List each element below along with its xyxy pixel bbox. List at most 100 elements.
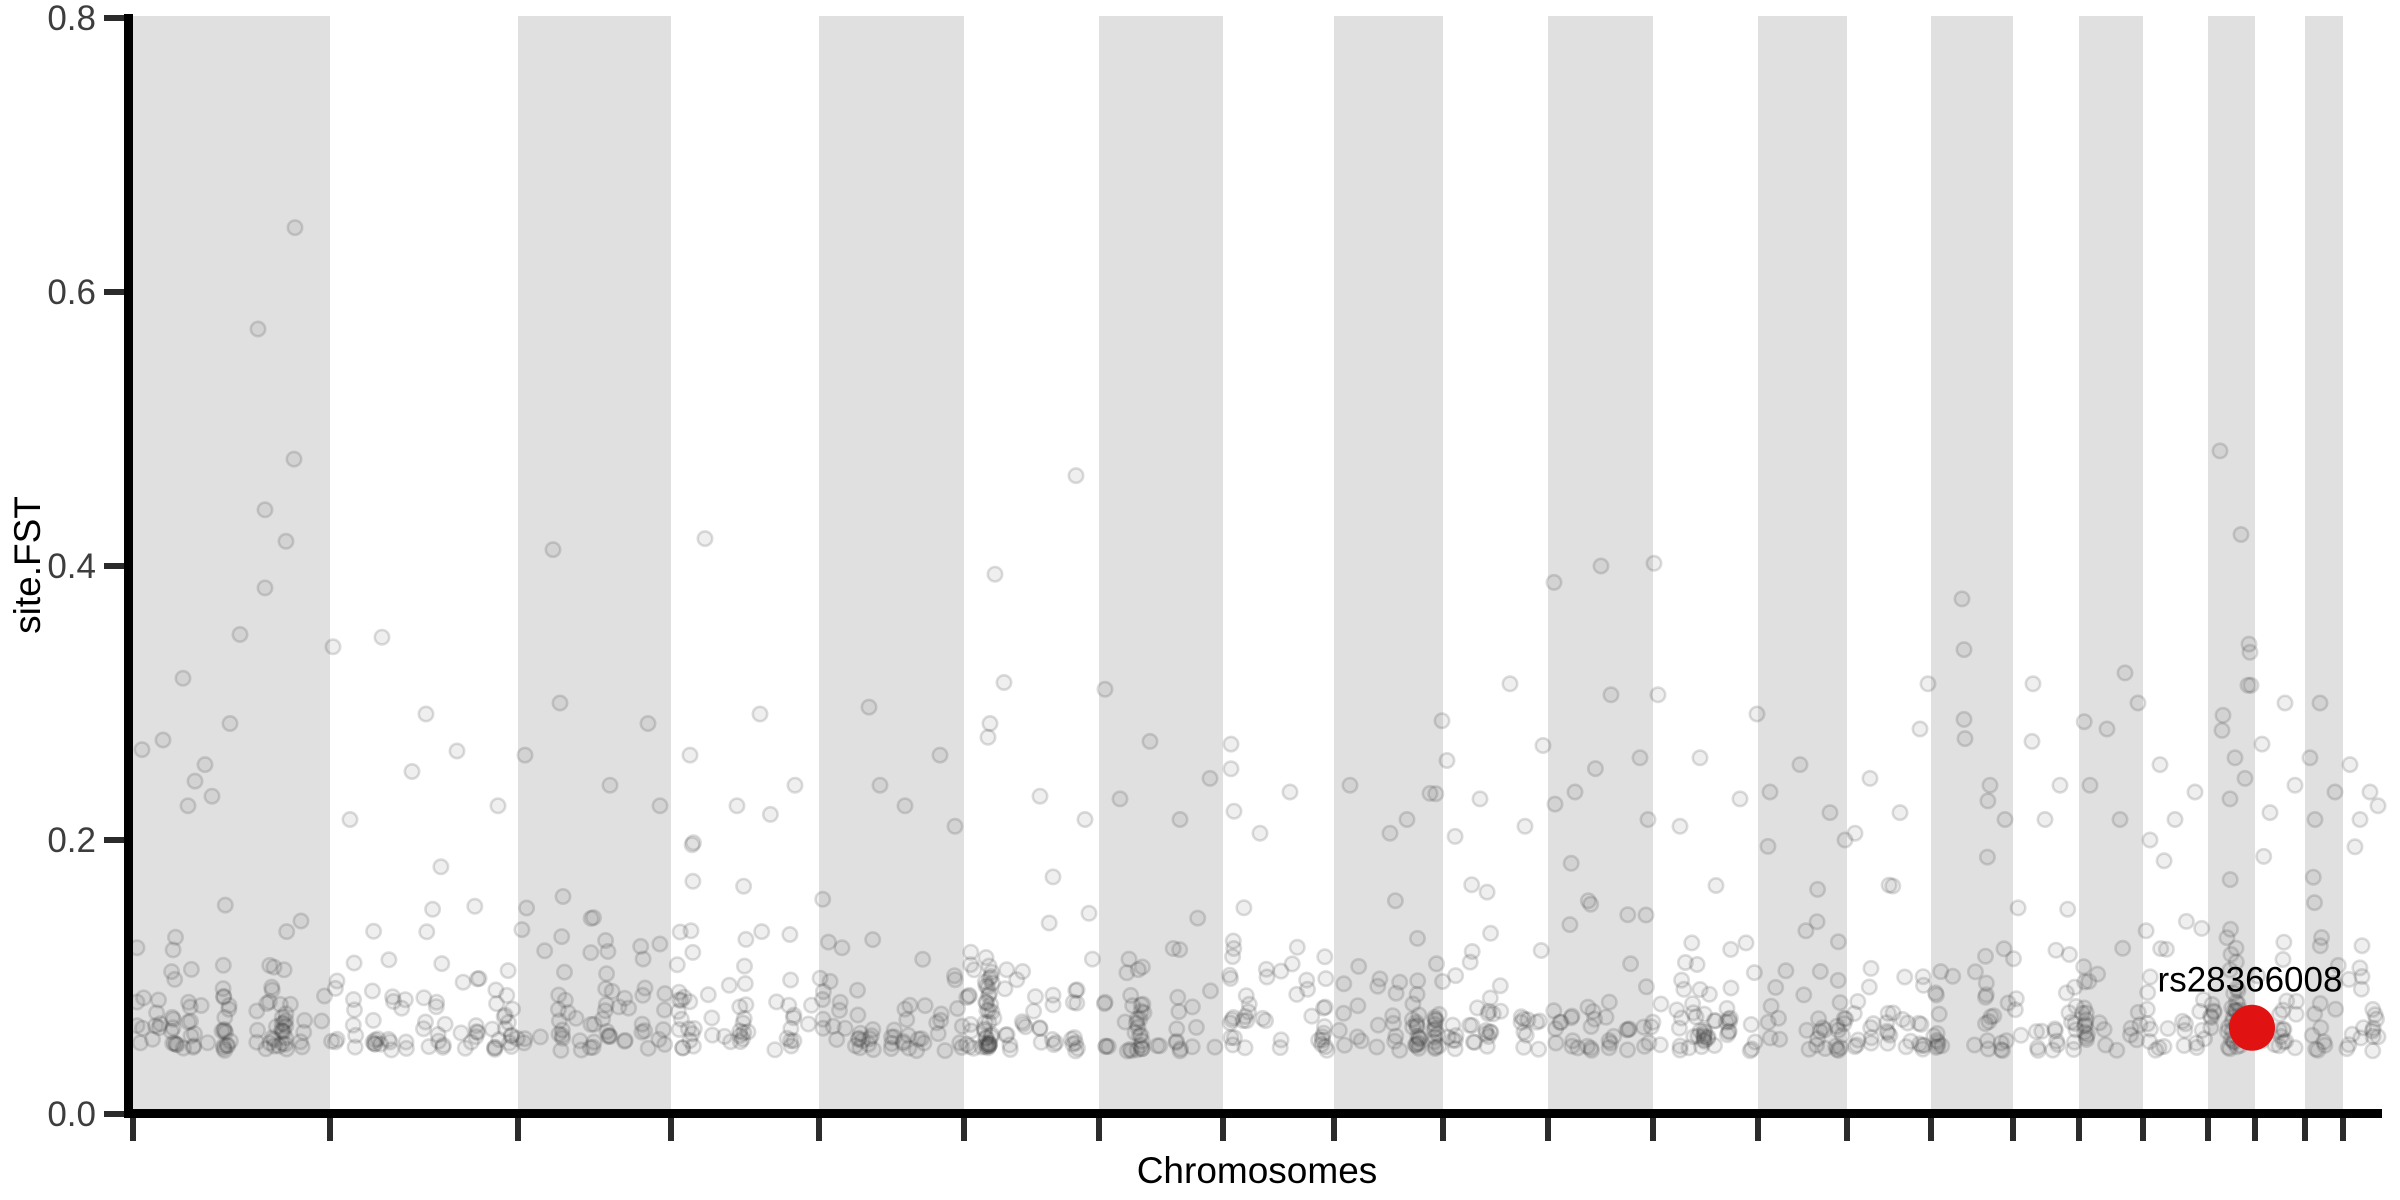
snp-point bbox=[976, 1022, 994, 1040]
snp-point-outlier bbox=[1639, 810, 1657, 828]
snp-point-outlier bbox=[1846, 824, 1864, 842]
snp-point-outlier bbox=[516, 746, 534, 764]
snp-point-outlier bbox=[1421, 784, 1439, 802]
snp-point bbox=[2059, 900, 2077, 918]
snp-point bbox=[1512, 1013, 1530, 1031]
snp-point bbox=[1601, 1034, 1619, 1052]
snp-point bbox=[1032, 1033, 1050, 1051]
snp-point bbox=[849, 1006, 867, 1024]
snp-point bbox=[1043, 1031, 1061, 1049]
snp-point-outlier bbox=[1141, 732, 1159, 750]
snp-point bbox=[296, 1011, 314, 1029]
snp-point bbox=[2364, 1000, 2382, 1018]
snp-point bbox=[2076, 1017, 2094, 1035]
chromosome-band-11 bbox=[1548, 16, 1653, 1109]
snp-point bbox=[1862, 959, 1880, 977]
snp-point-outlier bbox=[2241, 643, 2259, 661]
snp-point bbox=[261, 956, 279, 974]
snp-point bbox=[1164, 939, 1182, 957]
snp-point bbox=[273, 1015, 291, 1033]
snp-point-outlier bbox=[681, 746, 699, 764]
snp-point bbox=[1586, 1010, 1604, 1028]
snp-point bbox=[2311, 994, 2329, 1012]
snp-point-outlier bbox=[1981, 776, 1999, 794]
snp-point bbox=[671, 923, 689, 941]
snp-point bbox=[2057, 984, 2075, 1002]
x-tick-chr6 bbox=[961, 1118, 967, 1141]
snp-point bbox=[2049, 1036, 2067, 1054]
snp-point bbox=[2221, 871, 2239, 889]
snp-point bbox=[977, 948, 995, 966]
snp-point bbox=[1810, 1010, 1828, 1028]
snp-point bbox=[487, 981, 505, 999]
snp-point bbox=[981, 1035, 999, 1053]
snp-point-outlier bbox=[2111, 810, 2129, 828]
snp-point bbox=[2063, 1013, 2081, 1031]
snp-point bbox=[281, 995, 299, 1013]
snp-point bbox=[864, 931, 882, 949]
snp-point bbox=[1225, 1008, 1243, 1026]
snp-point bbox=[1798, 1021, 1816, 1039]
snp-point bbox=[1637, 978, 1655, 996]
snp-point bbox=[1096, 993, 1114, 1011]
snp-point bbox=[2225, 984, 2243, 1002]
snp-point bbox=[2046, 1020, 2064, 1038]
snp-point-outlier bbox=[1111, 790, 1129, 808]
snp-point bbox=[501, 1034, 519, 1052]
snp-point bbox=[731, 1033, 749, 1051]
snp-point-outlier bbox=[2024, 675, 2042, 693]
snp-point bbox=[2176, 1021, 2194, 1039]
snp-point bbox=[1315, 1024, 1333, 1042]
snp-point bbox=[162, 1022, 180, 1040]
snp-point bbox=[1461, 1016, 1479, 1034]
x-tick-chr2 bbox=[327, 1118, 333, 1141]
snp-point bbox=[1670, 1019, 1688, 1037]
snp-point bbox=[499, 1013, 517, 1031]
snp-point bbox=[977, 977, 995, 995]
snp-point bbox=[1410, 1006, 1428, 1024]
snp-point-outlier bbox=[1222, 760, 1240, 778]
snp-point bbox=[1403, 1010, 1421, 1028]
snp-point bbox=[1966, 963, 1984, 981]
snp-point bbox=[275, 1023, 293, 1041]
snp-point bbox=[164, 941, 182, 959]
snp-point bbox=[1978, 848, 1996, 866]
snp-point bbox=[980, 1002, 998, 1020]
snp-point bbox=[2128, 1031, 2146, 1049]
snp-point bbox=[1461, 953, 1479, 971]
snp-point bbox=[656, 1035, 674, 1053]
snp-point bbox=[1642, 1018, 1660, 1036]
chromosome-band-1 bbox=[133, 16, 330, 1109]
snp-point-outlier bbox=[2213, 721, 2231, 739]
snp-point bbox=[753, 923, 771, 941]
snp-point bbox=[1044, 986, 1062, 1004]
snp-point bbox=[273, 1022, 291, 1040]
snp-point bbox=[1444, 1016, 1462, 1034]
snp-point-outlier bbox=[256, 579, 274, 597]
snp-point bbox=[275, 961, 293, 979]
snp-point bbox=[980, 1037, 998, 1055]
snp-point bbox=[1929, 1037, 1947, 1055]
snp-point bbox=[853, 1031, 871, 1049]
snp-point bbox=[1831, 994, 1849, 1012]
snp-point bbox=[980, 1035, 998, 1053]
chromosome-band-19 bbox=[2208, 16, 2255, 1109]
snp-point bbox=[1430, 1037, 1448, 1055]
snp-point bbox=[265, 1037, 283, 1055]
snp-point bbox=[610, 998, 628, 1016]
snp-point bbox=[960, 987, 978, 1005]
snp-point bbox=[1132, 1002, 1150, 1020]
snp-point bbox=[1404, 995, 1422, 1013]
snp-point bbox=[976, 1013, 994, 1031]
snp-point bbox=[1927, 1038, 1945, 1056]
snp-point-outlier bbox=[1761, 783, 1779, 801]
highlight-label: rs28366008 bbox=[2158, 961, 2343, 1000]
snp-point bbox=[1696, 1024, 1714, 1042]
snp-point bbox=[291, 1033, 309, 1051]
y-tick bbox=[104, 837, 124, 843]
snp-point-outlier bbox=[2166, 810, 2184, 828]
snp-point bbox=[2076, 973, 2094, 991]
snp-point bbox=[1816, 1040, 1834, 1058]
snp-point bbox=[761, 805, 779, 823]
snp-point bbox=[550, 986, 568, 1004]
